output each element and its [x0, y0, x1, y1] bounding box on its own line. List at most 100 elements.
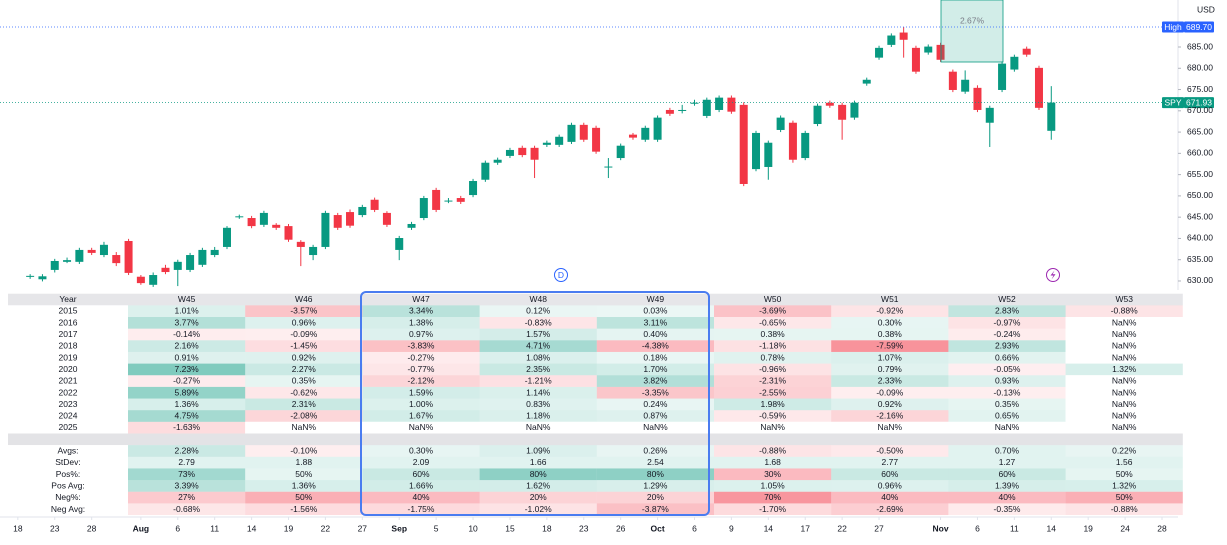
x-tick-label: 9 — [729, 523, 734, 533]
candle-body — [198, 249, 207, 265]
table-cell — [948, 445, 1066, 457]
table-cell-text: 1.68 — [764, 457, 781, 467]
candle-body — [973, 87, 982, 110]
x-tick-label: 28 — [1157, 523, 1167, 533]
table-cell-text: -1.70% — [759, 504, 786, 514]
candle-body — [419, 198, 428, 219]
candle-body — [149, 275, 158, 285]
x-tick-label: 27 — [358, 523, 368, 533]
table-cell — [596, 480, 714, 492]
table-cell — [245, 305, 363, 317]
candle-body — [50, 260, 59, 270]
table-cell — [596, 375, 714, 387]
table-cell — [831, 351, 949, 364]
x-tick-label: 6 — [975, 523, 980, 533]
table-cell-text: Neg%: — [55, 492, 81, 502]
table-cell — [948, 317, 1066, 329]
table-cell-text: 0.70% — [995, 446, 1020, 456]
table-cell-text: -0.62% — [290, 387, 317, 397]
table-cell-text: -2.55% — [759, 387, 786, 397]
measure-box — [940, 0, 1004, 63]
table-cell-text: 2.35% — [526, 364, 551, 374]
x-tick-label: 19 — [1083, 523, 1093, 533]
table-cell-text: -0.88% — [1111, 306, 1138, 316]
table-cell — [8, 375, 128, 387]
table-cell — [479, 363, 597, 376]
table-cell — [245, 351, 363, 364]
table-cell — [831, 375, 949, 387]
table-cell-text: 0.38% — [761, 329, 786, 339]
table-cell — [479, 456, 597, 469]
table-cell — [596, 410, 714, 422]
last-badge-value — [1184, 97, 1214, 109]
candle-body — [382, 212, 391, 225]
table-cell — [245, 398, 363, 411]
table-cell — [948, 410, 1066, 422]
table-cell — [479, 421, 597, 434]
table-cell-text: 2015 — [59, 306, 78, 316]
table-cell-text: 1.08% — [526, 352, 551, 362]
table-cell — [128, 305, 246, 317]
table-cell-text: -0.96% — [759, 364, 786, 374]
table-cell-text: 1.36% — [292, 480, 317, 490]
candle-body — [99, 244, 108, 256]
table-cell — [948, 503, 1066, 516]
high-badge-label: High — [1164, 22, 1182, 32]
candle-body — [173, 261, 182, 270]
event-icon[interactable] — [554, 268, 568, 282]
table-cell — [831, 456, 949, 469]
table-cell-text: -0.59% — [759, 411, 786, 421]
table-cell — [479, 480, 597, 492]
candle-body — [813, 105, 822, 125]
table-cell — [8, 421, 128, 434]
candle-body — [776, 117, 785, 130]
table-cell-text: 1.00% — [409, 399, 434, 409]
table-cell — [948, 398, 1066, 411]
candle-body — [998, 63, 1007, 90]
lightning — [1050, 270, 1056, 280]
table-cell-text: -0.05% — [994, 364, 1021, 374]
table-cell — [948, 340, 1066, 352]
table-header: W53 — [1115, 294, 1133, 304]
table-cell-text: 0.22% — [1112, 446, 1137, 456]
table-cell — [831, 410, 949, 422]
table-cell — [128, 491, 246, 504]
table: Year W45 W46 W47 W48 W49 W50 W51 W52 W53 2015 1.01%… — [8, 293, 1183, 516]
table-cell — [948, 305, 1066, 317]
table-cell-text: 0.30% — [409, 446, 434, 456]
table-cell — [1065, 317, 1183, 329]
table-cell — [1065, 445, 1183, 457]
table-cell-text: 50% — [1116, 469, 1133, 479]
table-cell-text: 60% — [998, 469, 1015, 479]
table-cell-text: 0.92% — [292, 352, 317, 362]
table-cell — [128, 375, 246, 387]
table-cell — [714, 468, 832, 481]
table-cell — [948, 456, 1066, 469]
table-cell — [8, 503, 128, 516]
table-cell — [831, 503, 949, 516]
table-cell-text: 20% — [647, 492, 664, 502]
table-cell-text: 2023 — [59, 399, 78, 409]
table-cell — [714, 386, 832, 399]
table-cell — [245, 468, 363, 481]
table-cell — [245, 363, 363, 376]
candle-body — [284, 226, 293, 240]
table-cell — [245, 317, 363, 329]
table-cell-text: 1.66 — [530, 457, 547, 467]
table-cell — [128, 351, 246, 364]
table-cell-text: -0.92% — [876, 306, 903, 316]
candle-body — [112, 255, 121, 264]
candle-body — [272, 224, 281, 228]
table-cell — [831, 480, 949, 492]
table-cell-text: 1.62% — [526, 480, 551, 490]
candle-body — [469, 181, 478, 196]
table-cell — [245, 456, 363, 469]
table-cell-text: 2.16% — [175, 341, 200, 351]
y-tick-label: 685.00 — [1187, 41, 1213, 51]
table-cell-text: 0.30% — [878, 317, 903, 327]
table-cell — [479, 305, 597, 317]
table-cell — [1065, 421, 1183, 434]
table-header: Year — [59, 294, 76, 304]
table-cell-text: 0.96% — [292, 317, 317, 327]
table-cell-text: 3.82% — [643, 376, 668, 386]
